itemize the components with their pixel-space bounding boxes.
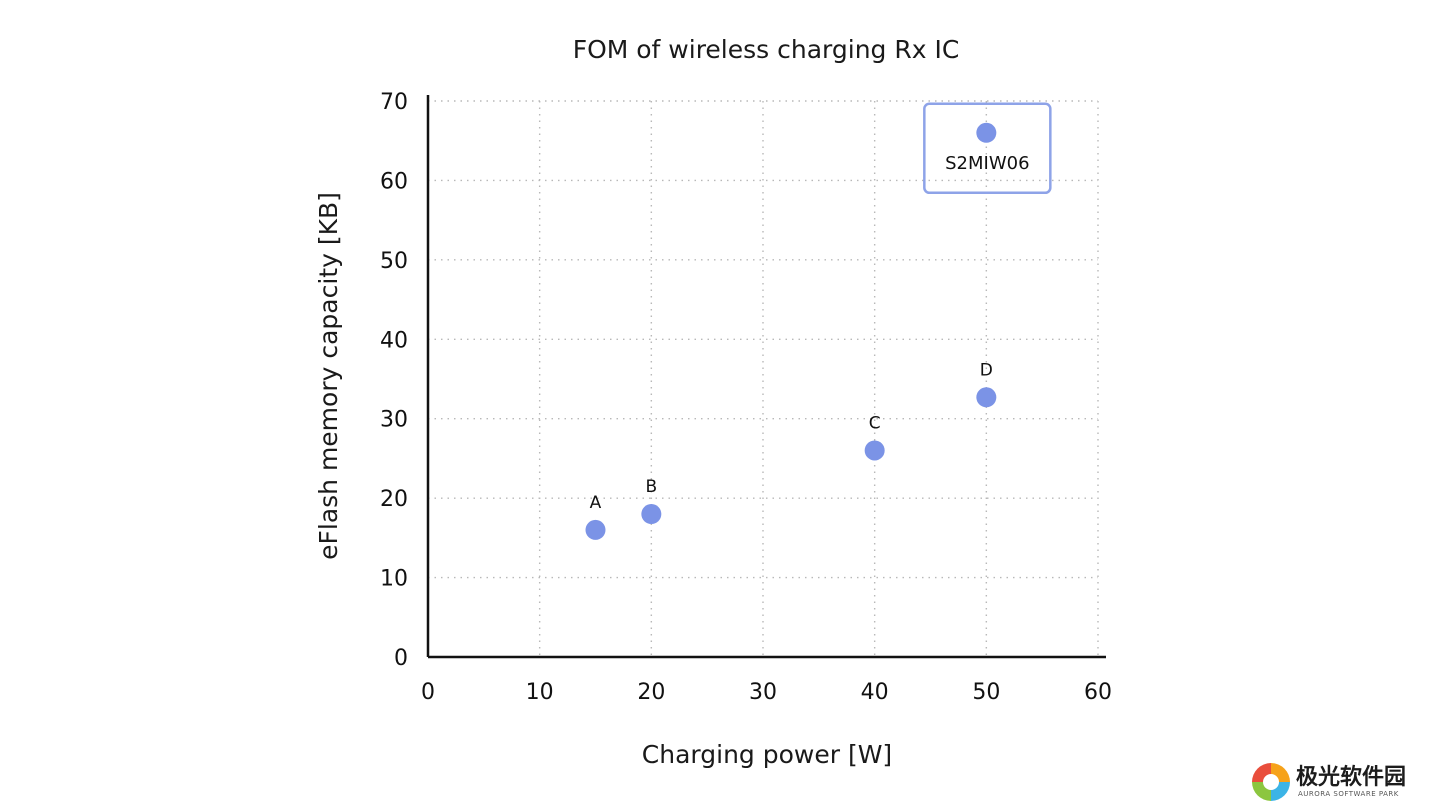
- chart-title: FOM of wireless charging Rx IC: [573, 35, 960, 64]
- watermark: 极光软件园 AURORA SOFTWARE PARK: [1248, 757, 1438, 805]
- x-tick-label: 20: [637, 680, 665, 705]
- data-point-a: [585, 519, 606, 540]
- x-tick-label: 50: [972, 680, 1000, 705]
- y-tick-label: 30: [380, 408, 408, 433]
- y-tick-label: 0: [394, 646, 408, 671]
- aurora-logo-icon: [1252, 763, 1290, 801]
- x-tick-label: 10: [526, 680, 554, 705]
- highlight-box: [923, 102, 1052, 195]
- axes: [426, 95, 1106, 659]
- watermark-title: 极光软件园: [1296, 765, 1407, 790]
- data-points: A B C D: [585, 360, 997, 540]
- data-point-c: [864, 440, 885, 461]
- y-tick-label: 10: [380, 567, 408, 592]
- data-label: C: [869, 413, 881, 433]
- y-tick-label: 50: [380, 249, 408, 274]
- grid-lines: [428, 100, 1099, 657]
- x-tick-label: 60: [1084, 680, 1112, 705]
- data-point-d: [976, 387, 997, 408]
- y-axis-label: eFlash memory capacity [KB]: [314, 192, 343, 560]
- x-tick-label: 0: [421, 680, 435, 705]
- highlight-group: S2MIW06: [923, 102, 1052, 195]
- y-tick-labels: 0 10 20 30 40 50 60 70: [380, 90, 408, 671]
- x-tick-label: 40: [861, 680, 889, 705]
- watermark-subtitle: AURORA SOFTWARE PARK: [1298, 790, 1399, 798]
- x-tick-labels: 0 10 20 30 40 50 60: [421, 680, 1112, 705]
- data-label: A: [590, 493, 602, 513]
- data-point-b: [641, 504, 662, 525]
- y-tick-label: 20: [380, 487, 408, 512]
- data-point-highlight: [976, 122, 997, 143]
- x-axis-label: Charging power [W]: [642, 740, 892, 769]
- y-tick-label: 40: [380, 328, 408, 353]
- y-tick-label: 70: [380, 90, 408, 115]
- data-label: B: [645, 477, 657, 497]
- data-label: D: [980, 360, 993, 380]
- x-tick-label: 30: [749, 680, 777, 705]
- y-tick-label: 60: [380, 169, 408, 194]
- highlight-label: S2MIW06: [945, 153, 1029, 174]
